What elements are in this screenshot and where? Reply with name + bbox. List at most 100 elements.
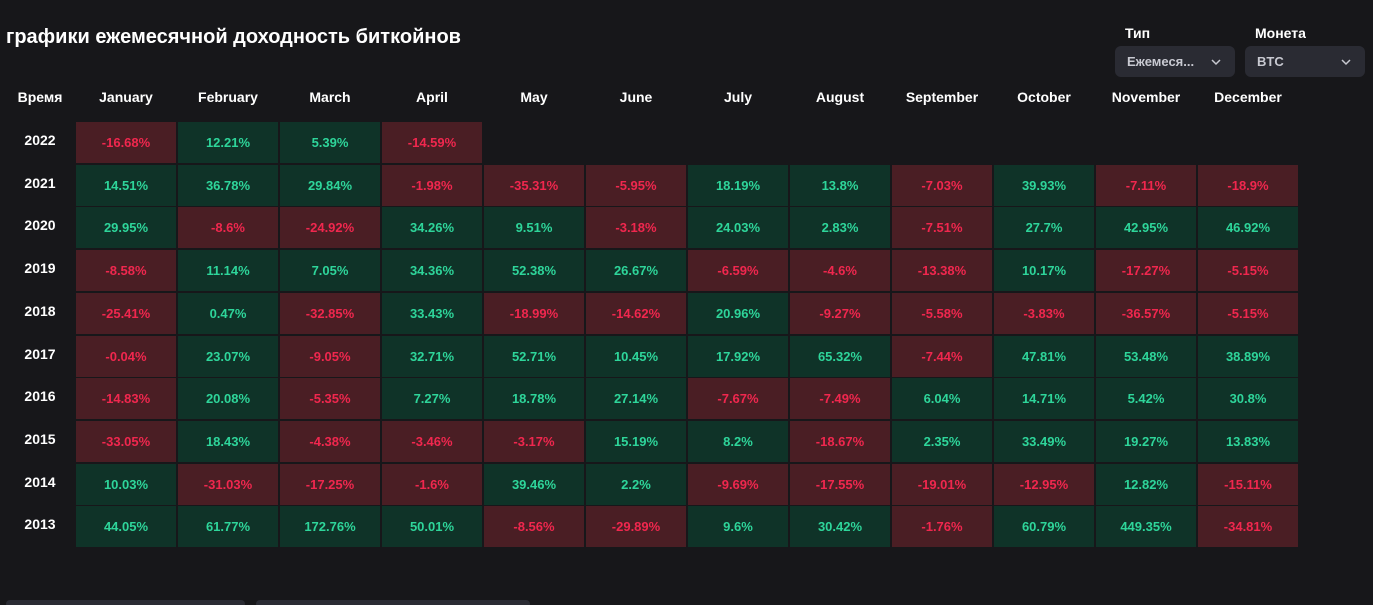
return-cell: 29.95% <box>76 207 176 249</box>
return-cell: -9.05% <box>280 335 380 377</box>
return-cell: -18.99% <box>484 292 584 334</box>
return-cell: 5.39% <box>280 122 380 163</box>
return-cell: 5.42% <box>1096 378 1196 420</box>
return-cell: 23.07% <box>178 335 278 377</box>
return-cell: 27.14% <box>586 378 686 420</box>
bottom-tab[interactable] <box>6 600 245 605</box>
return-cell: -7.51% <box>892 207 992 249</box>
return-cell: 6.04% <box>892 378 992 420</box>
table-header: Время January February March April May June Ju… <box>0 86 1373 108</box>
return-cell: -5.15% <box>1198 292 1298 334</box>
return-cell: 7.27% <box>382 378 482 420</box>
return-cell: -36.57% <box>1096 292 1196 334</box>
return-cell: 39.93% <box>994 164 1094 206</box>
return-cell: -8.58% <box>76 250 176 292</box>
year-label: 2019 <box>24 260 56 277</box>
coin-filter-label: Монета <box>1255 25 1306 41</box>
year-label: 2022 <box>24 132 56 148</box>
type-select[interactable]: Ежемеся... <box>1115 46 1235 77</box>
return-cell: -29.89% <box>586 506 686 548</box>
coin-select[interactable]: BTC <box>1245 46 1365 77</box>
return-cell: 30.8% <box>1198 378 1298 420</box>
page-title: графики ежемесячной доходность биткойнов <box>6 26 461 48</box>
return-cell: 24.03% <box>688 207 788 249</box>
return-cell: -17.25% <box>280 463 380 505</box>
return-cell: 20.08% <box>178 378 278 420</box>
return-cell: 15.19% <box>586 420 686 462</box>
coin-select-value: BTC <box>1257 54 1284 69</box>
month-header: August <box>815 89 865 105</box>
return-cell: -14.62% <box>586 292 686 334</box>
bottom-tab[interactable] <box>256 600 530 605</box>
return-cell: -31.03% <box>178 463 278 505</box>
chevron-down-icon <box>1341 58 1351 65</box>
return-cell <box>994 122 1094 163</box>
return-cell: 11.14% <box>178 250 278 292</box>
return-cell: 12.82% <box>1096 463 1196 505</box>
return-cell: 47.81% <box>994 335 1094 377</box>
return-cell <box>892 122 992 163</box>
return-cell: 42.95% <box>1096 207 1196 249</box>
return-cell: 0.47% <box>178 292 278 334</box>
return-cell: -17.55% <box>790 463 890 505</box>
return-cell: 18.19% <box>688 164 788 206</box>
year-label: 2016 <box>24 388 56 405</box>
return-cell: 9.51% <box>484 207 584 249</box>
month-header: June <box>619 89 653 105</box>
return-cell: 2.83% <box>790 207 890 249</box>
return-cell: 34.36% <box>382 250 482 292</box>
return-cell: 18.78% <box>484 378 584 420</box>
year-label: 2014 <box>24 473 56 490</box>
return-cell: -14.83% <box>76 378 176 420</box>
return-cell: 34.26% <box>382 207 482 249</box>
return-cell: 172.76% <box>280 506 380 548</box>
type-select-value: Ежемеся... <box>1127 54 1195 69</box>
return-cell: 30.42% <box>790 506 890 548</box>
return-cell: 449.35% <box>1096 506 1196 548</box>
month-header: March <box>309 89 351 105</box>
return-cell: 50.01% <box>382 506 482 548</box>
return-cell: -7.11% <box>1096 164 1196 206</box>
return-cell: -14.59% <box>382 122 482 163</box>
return-cell: 52.71% <box>484 335 584 377</box>
return-cell: 14.71% <box>994 378 1094 420</box>
return-cell: 10.17% <box>994 250 1094 292</box>
return-cell: -18.9% <box>1198 164 1298 206</box>
return-cell: -5.95% <box>586 164 686 206</box>
return-cell: 20.96% <box>688 292 788 334</box>
month-header: October <box>1017 89 1071 105</box>
return-cell: 33.43% <box>382 292 482 334</box>
return-cell: 26.67% <box>586 250 686 292</box>
return-cell: -8.56% <box>484 506 584 548</box>
return-cell: -7.44% <box>892 335 992 377</box>
return-cell: 14.51% <box>76 164 176 206</box>
return-cell: 19.27% <box>1096 420 1196 462</box>
return-cell: -9.69% <box>688 463 788 505</box>
return-cell: -3.17% <box>484 420 584 462</box>
return-cell: 13.83% <box>1198 420 1298 462</box>
return-cell: -7.49% <box>790 378 890 420</box>
return-cell: 32.71% <box>382 335 482 377</box>
month-header: July <box>723 89 752 105</box>
return-cell: 2.2% <box>586 463 686 505</box>
return-cell: -3.46% <box>382 420 482 462</box>
return-cell: -6.59% <box>688 250 788 292</box>
return-cell: -5.35% <box>280 378 380 420</box>
return-cell: -7.03% <box>892 164 992 206</box>
year-label: 2015 <box>24 430 56 447</box>
month-header: February <box>198 89 258 105</box>
return-cell: 9.6% <box>688 506 788 548</box>
return-cell: -16.68% <box>76 122 176 163</box>
year-label: 2020 <box>24 217 56 234</box>
return-cell: 39.46% <box>484 463 584 505</box>
month-header: April <box>416 89 448 105</box>
return-cell: -1.6% <box>382 463 482 505</box>
return-cell: 7.05% <box>280 250 380 292</box>
return-cell: 10.45% <box>586 335 686 377</box>
return-cell <box>790 122 890 163</box>
return-cell: -3.83% <box>994 292 1094 334</box>
year-label: 2021 <box>24 174 56 191</box>
return-cell: 10.03% <box>76 463 176 505</box>
return-cell: 13.8% <box>790 164 890 206</box>
type-filter-label: Тип <box>1125 25 1151 41</box>
